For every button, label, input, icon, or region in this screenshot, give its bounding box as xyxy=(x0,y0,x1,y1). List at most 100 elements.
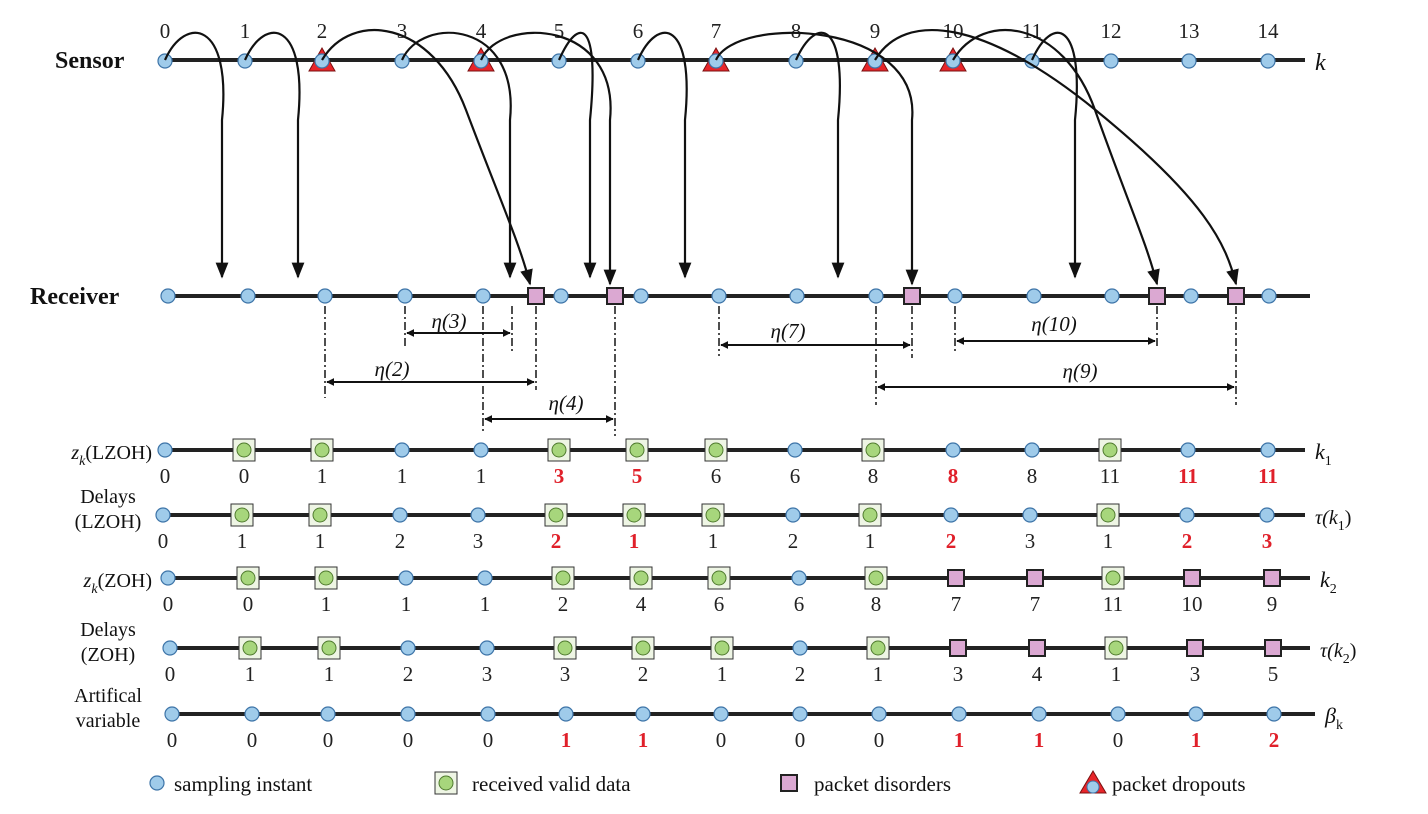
transmission-arrow xyxy=(794,31,845,279)
disorder-square xyxy=(903,287,921,305)
sensor-index: 0 xyxy=(160,19,171,43)
row-sample xyxy=(320,706,336,722)
disorder-square xyxy=(1148,287,1166,305)
sensor-index: 7 xyxy=(711,19,722,43)
row-value: 1 xyxy=(865,529,876,553)
receiver-row: Receiver xyxy=(30,284,1310,310)
valid-dot xyxy=(242,640,258,656)
row-value: 11 xyxy=(1258,464,1278,488)
row-value: 0 xyxy=(165,662,176,686)
row-sample xyxy=(791,570,807,586)
receiver-sample xyxy=(160,288,176,304)
receiver-sample xyxy=(1026,288,1042,304)
row-value: 1 xyxy=(873,662,884,686)
valid-dot xyxy=(714,640,730,656)
sensor-index: 9 xyxy=(870,19,881,43)
disorder-square xyxy=(1264,639,1282,657)
row-label: zk(ZOH) xyxy=(83,570,152,597)
valid-data-marker xyxy=(310,438,334,462)
row-sample xyxy=(1260,442,1276,458)
valid-data-marker xyxy=(314,566,338,590)
transmission-arrow xyxy=(479,31,617,286)
valid-data-marker xyxy=(1096,503,1120,527)
row-value: 1 xyxy=(401,592,412,616)
row-value: 2 xyxy=(558,592,569,616)
valid-dot xyxy=(865,442,881,458)
valid-dot xyxy=(1108,640,1124,656)
valid-dot xyxy=(870,640,886,656)
valid-dot xyxy=(321,640,337,656)
legend: sampling instant received valid data pac… xyxy=(149,770,1246,796)
sensor-sample xyxy=(551,53,567,69)
valid-data-marker xyxy=(551,566,575,590)
sequence-row-3: zk(ZOH) k20 0 1 1 1 2 4 6 6 8 7 7 11 10 9 xyxy=(83,566,1337,616)
transmission-arrow xyxy=(952,29,1160,286)
sensor-index: 3 xyxy=(397,19,408,43)
sensor-index: 5 xyxy=(554,19,565,43)
row-sample xyxy=(392,507,408,523)
row-sample xyxy=(1188,706,1204,722)
row-value: 0 xyxy=(795,728,806,752)
row-value: 0 xyxy=(158,529,169,553)
transmission-arrow xyxy=(243,31,305,279)
row-value: 6 xyxy=(714,592,725,616)
row-value: 3 xyxy=(482,662,493,686)
sequence-row-5: Artifical variable βk 0 0 0 0 0 1 1 0 0 0 1 1 0 1 2 xyxy=(74,685,1343,752)
row-sample xyxy=(1180,442,1196,458)
row-value: 0 xyxy=(160,464,171,488)
row-sample xyxy=(558,706,574,722)
valid-dot xyxy=(1102,442,1118,458)
row-sample xyxy=(394,442,410,458)
disorder-square xyxy=(1263,569,1281,587)
row-value: 0 xyxy=(323,728,334,752)
valid-dot xyxy=(1100,507,1116,523)
sensor-sample xyxy=(473,53,489,69)
row-sample xyxy=(470,507,486,523)
transmission-arrow xyxy=(636,31,692,279)
row-value: 0 xyxy=(716,728,727,752)
valid-dot xyxy=(318,570,334,586)
row-value: 2 xyxy=(1182,529,1193,553)
valid-dot xyxy=(240,570,256,586)
row-value: 3 xyxy=(1025,529,1036,553)
receiver-sample xyxy=(868,288,884,304)
interval-label: η(4) xyxy=(549,391,584,415)
receiver-sample xyxy=(711,288,727,304)
row-label: zk(LZOH) xyxy=(70,442,152,469)
row-value: 0 xyxy=(1113,728,1124,752)
valid-dot xyxy=(629,442,645,458)
disorder-square xyxy=(947,569,965,587)
receiver-sample xyxy=(397,288,413,304)
row-value: 6 xyxy=(794,592,805,616)
row-value: 8 xyxy=(948,464,959,488)
row-value: 5 xyxy=(632,464,643,488)
receiver-sample xyxy=(1104,288,1120,304)
row-sample xyxy=(164,706,180,722)
sensor-index-labels: 0 1 2 3 4 5 6 7 8 9 10 11 12 13 14 xyxy=(160,19,1279,43)
sensor-index: 14 xyxy=(1258,19,1280,43)
receiver-sample xyxy=(1261,288,1277,304)
row-sample xyxy=(400,706,416,722)
row-axis-label: τ(k1) xyxy=(1315,507,1351,534)
receiver-sample xyxy=(240,288,256,304)
row-sample xyxy=(871,706,887,722)
row-value: 2 xyxy=(946,529,957,553)
transmission-arrow xyxy=(163,31,229,279)
valid-dot xyxy=(705,507,721,523)
disorder-square xyxy=(527,287,545,305)
sequence-row-2: Delays (LZOH) τ(k1) 0 1 1 2 3 2 1 1 2 1 2 3 1 2 3 xyxy=(75,486,1352,553)
row-value: 3 xyxy=(560,662,571,686)
row-value: 1 xyxy=(708,529,719,553)
receiver-sample xyxy=(553,288,569,304)
row-value: 2 xyxy=(788,529,799,553)
row-value: 11 xyxy=(1103,592,1123,616)
sensor-index: 1 xyxy=(240,19,251,43)
valid-dot xyxy=(312,507,328,523)
row-value: 1 xyxy=(638,728,649,752)
valid-data-marker xyxy=(1101,566,1125,590)
row-value: 0 xyxy=(247,728,258,752)
sensor-sample xyxy=(630,53,646,69)
disorder-square xyxy=(1227,287,1245,305)
row-value: 3 xyxy=(1262,529,1273,553)
valid-dot xyxy=(868,570,884,586)
